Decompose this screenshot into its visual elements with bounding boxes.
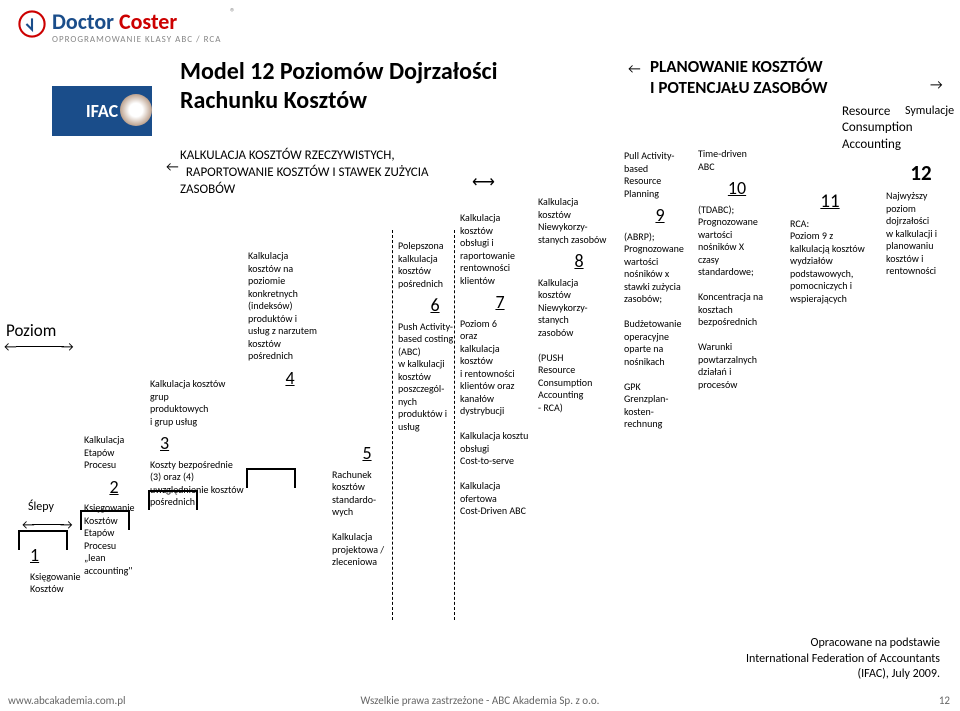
page-number: 12 bbox=[939, 694, 950, 707]
level-8: Kalkulacja kosztów Niewykorzy- stanych z… bbox=[538, 196, 620, 414]
level-7: Kalkulacja kosztów obsługi i raportowani… bbox=[460, 212, 540, 518]
level-12: 12 Najwyższy poziom dojrzałości w kalkul… bbox=[886, 156, 956, 278]
arrow-left-icon: ← bbox=[4, 338, 17, 355]
vdash bbox=[392, 230, 393, 620]
logo-text: Doctor Coster bbox=[52, 8, 177, 35]
arrow-right-icon: → bbox=[930, 76, 943, 93]
planning-title: PLANOWANIE KOSZTÓW I POTENCJAŁU ZASOBÓW bbox=[650, 56, 828, 98]
rca-label: Resource Consumption Accounting bbox=[842, 104, 913, 153]
doctor-coster-icon bbox=[18, 10, 46, 38]
level-box bbox=[246, 468, 296, 488]
level-9: Pull Activity- based Resource Planning 9… bbox=[624, 150, 696, 431]
ifac-globe-icon bbox=[120, 94, 152, 126]
level-11: 11 RCA: Poziom 9 z kalkulacją kosztów wy… bbox=[790, 186, 870, 305]
level-2: Kalkulacja Etapów Procesu 2 Księgowanie … bbox=[84, 434, 144, 577]
arrow-biderection-icon: ⟷ bbox=[472, 172, 495, 192]
level-1: 1 Księgowanie Kosztów bbox=[30, 540, 80, 596]
registered-mark: ® bbox=[230, 6, 236, 19]
level-3: Kalkulacja kosztów grup produktowych i g… bbox=[150, 378, 242, 509]
level-4: Kalkulacja kosztów na poziomie konkretny… bbox=[248, 250, 332, 393]
symulacje-label: Symulacje bbox=[905, 104, 954, 118]
arrow-left-icon: ← bbox=[166, 158, 179, 175]
citation: Opracowane na podstawie International Fe… bbox=[746, 636, 940, 683]
arrow-left-icon: ← bbox=[628, 60, 641, 77]
page-title: Model 12 Poziomów DojrzałościRachunku Ko… bbox=[180, 58, 498, 116]
line bbox=[16, 346, 64, 347]
logo-subtitle: OPROGRAMOWANIE KLASY ABC / RCA bbox=[52, 34, 221, 45]
footer-copyright: Wszelkie prawa zastrzeżone - ABC Akademi… bbox=[0, 694, 960, 707]
vdash bbox=[454, 230, 455, 620]
section-heading: KALKULACJA KOSZTÓW RZECZYWISTYCH, RAPORT… bbox=[180, 148, 429, 199]
level-10: Time-driven ABC 10 (TDABC); Prognozowane… bbox=[698, 148, 776, 391]
line bbox=[32, 524, 64, 525]
slepy-label: Ślepy bbox=[28, 500, 54, 514]
